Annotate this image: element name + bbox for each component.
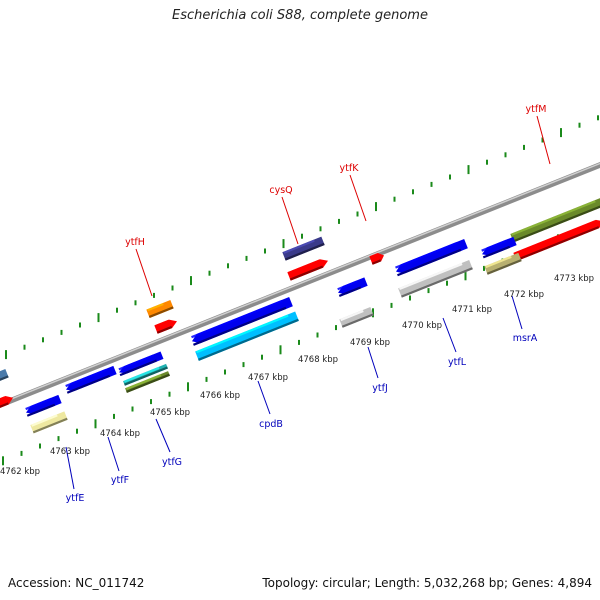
feature-ytfM-box <box>510 197 600 243</box>
feature-ytfE-cds <box>25 394 62 417</box>
backbone-line <box>0 162 600 408</box>
feature-ytfH-orange <box>146 300 174 318</box>
feature-left-red <box>0 396 14 409</box>
feature-ytfE-box <box>30 411 68 434</box>
kbp-label: 4766 kbp <box>200 391 240 401</box>
feature-ytfG-olive <box>125 371 170 393</box>
gene-ytfH-leader <box>135 248 153 297</box>
gene-ytfF-leader <box>107 436 120 472</box>
feature-ytfK-cds <box>369 253 385 265</box>
backbone-highlight <box>0 162 600 405</box>
gene-cysQ-label: cysQ <box>269 185 292 196</box>
gene-ytfK-label: ytfK <box>340 163 360 174</box>
feature-ytfG-cds <box>118 351 164 377</box>
kbp-label: 4769 kbp <box>350 338 390 348</box>
kbp-label: 4768 kbp <box>298 355 338 365</box>
kbp-label: 4767 kbp <box>248 373 288 383</box>
genome-backbone <box>0 162 600 408</box>
kbp-label: 4771 kbp <box>452 305 492 315</box>
kbp-label: 4770 kbp <box>402 321 442 331</box>
gene-cpdB-leader <box>257 380 271 415</box>
accession-text: Accession: NC_011742 <box>8 576 145 590</box>
gene-cysQ-leader <box>281 196 299 245</box>
gene-ytfL-label: ytfL <box>448 357 467 368</box>
feature-left-steel <box>0 369 9 384</box>
feature-cysQ-cds <box>287 259 328 281</box>
gene-ytfH-label: ytfH <box>125 237 145 248</box>
genome-stats-text: Topology: circular; Length: 5,032,268 bp… <box>262 576 592 590</box>
feature-msrA-box <box>484 252 522 275</box>
map-title: Escherichia coli S88, complete genome <box>172 8 428 23</box>
kbp-label: 4765 kbp <box>150 408 190 418</box>
gene-ytfM-leader <box>536 115 551 165</box>
gene-ytfE-label: ytfE <box>66 493 85 504</box>
gene-ytfJ-leader <box>367 346 379 379</box>
kbp-label: 4763 kbp <box>50 447 90 457</box>
gene-ytfJ-label: ytfJ <box>372 383 388 394</box>
kbp-label: 4773 kbp <box>554 274 594 284</box>
feature-cysQ-ncrna <box>282 236 325 261</box>
kbp-label: 4772 kbp <box>504 290 544 300</box>
gene-ytfE-leader <box>65 446 75 490</box>
kbp-label: 4762 kbp <box>0 467 40 477</box>
gene-ytfG-label: ytfG <box>162 457 182 468</box>
feature-ytfF-cds <box>65 365 117 394</box>
gene-ytfK-leader <box>349 174 367 222</box>
feature-ytfJ-box <box>339 307 374 328</box>
feature-cpdB-cds <box>191 296 293 346</box>
feature-ytfM-cds <box>513 219 600 262</box>
gene-ytfF-label: ytfF <box>111 475 129 486</box>
feature-ytfJ-cds <box>337 277 368 297</box>
gene-msrA-label: msrA <box>513 333 538 344</box>
gene-ytfG-leader <box>155 418 171 453</box>
feature-cpdB-cyan <box>195 311 299 361</box>
gene-msrA-leader <box>511 295 523 330</box>
gene-ytfM-label: ytfM <box>526 104 547 115</box>
feature-ytfH-cds <box>154 319 178 334</box>
feature-msrA-cds <box>481 236 517 259</box>
kbp-label: 4764 kbp <box>100 429 140 439</box>
gene-cpdB-label: cpdB <box>259 419 283 430</box>
gene-ytfL-leader <box>442 317 457 353</box>
feature-ytfL-cds <box>395 238 468 277</box>
feature-ytfG-teal <box>123 363 168 386</box>
tick-marks <box>2 115 599 466</box>
feature-ytfL-box <box>398 259 473 298</box>
gene-features <box>0 197 600 434</box>
gene-labels: ytfH cysQ ytfK ytfM ytfE ytfF ytfG cpdB ytfJ ytfL… <box>0 104 594 504</box>
